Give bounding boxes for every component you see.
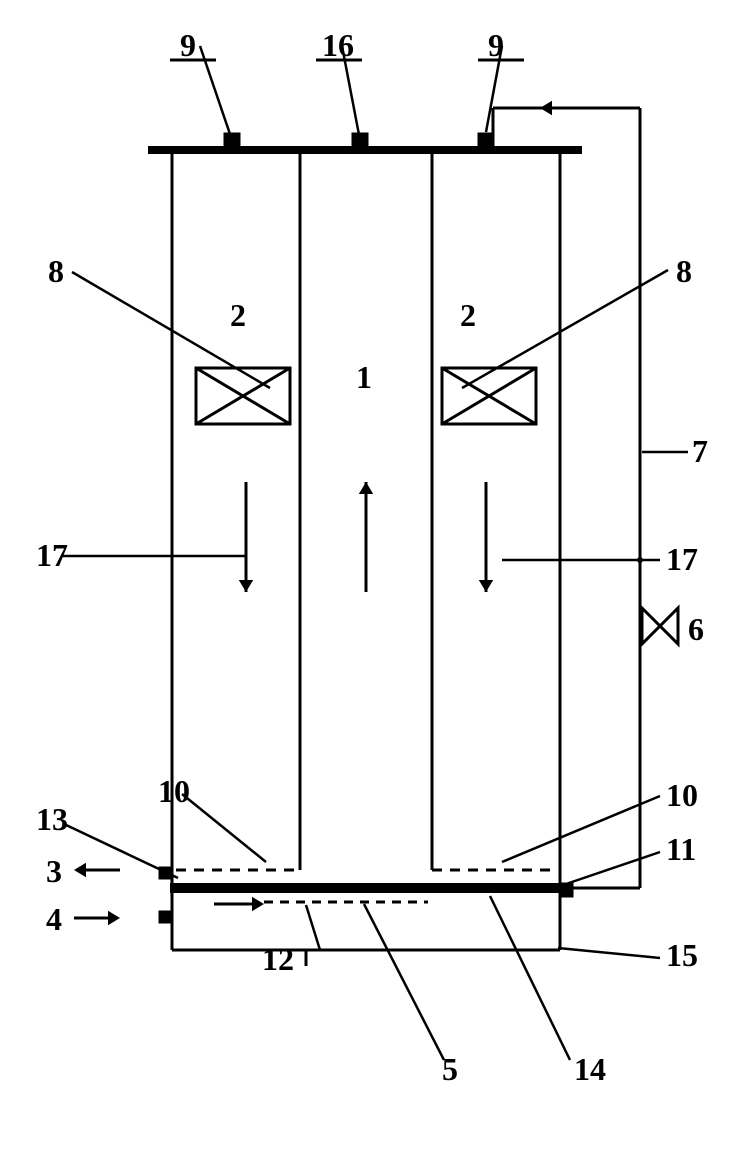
label-5: 5	[442, 1051, 458, 1087]
label-2: 2	[460, 297, 476, 333]
label-9: 9	[180, 27, 196, 63]
label-15: 15	[666, 937, 698, 973]
label-8: 8	[676, 253, 692, 289]
label-1: 1	[356, 359, 372, 395]
label-6: 6	[688, 611, 704, 647]
label-8: 8	[48, 253, 64, 289]
label-7: 7	[692, 433, 708, 469]
label-2: 2	[230, 297, 246, 333]
label-3: 3	[46, 853, 62, 889]
schematic-diagram: 13456711121314151622889910101717	[0, 0, 740, 1160]
label-17: 17	[666, 541, 698, 577]
label-4: 4	[46, 901, 62, 937]
label-10: 10	[666, 777, 698, 813]
label-11: 11	[666, 831, 696, 867]
label-13: 13	[36, 801, 68, 837]
label-16: 16	[322, 27, 354, 63]
label-17: 17	[36, 537, 68, 573]
label-9: 9	[488, 27, 504, 63]
label-14: 14	[574, 1051, 606, 1087]
label-12: 12	[262, 941, 294, 977]
label-10: 10	[158, 773, 190, 809]
